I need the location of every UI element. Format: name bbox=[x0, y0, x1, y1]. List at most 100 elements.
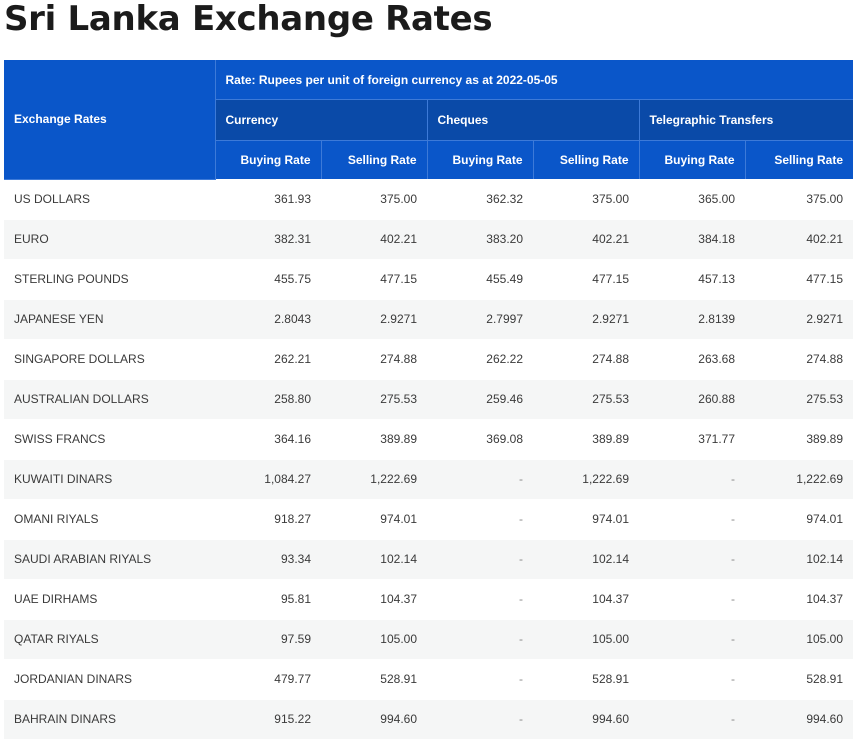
tt-buying-rate: 260.88 bbox=[639, 379, 745, 420]
currency-selling-rate-header: Selling Rate bbox=[320, 140, 427, 179]
tt-buying-rate-header: Buying Rate bbox=[638, 140, 745, 179]
cheques-buying-rate: - bbox=[427, 499, 533, 540]
group-header-telegraphic-transfers: Telegraphic Transfers bbox=[638, 99, 854, 141]
tt-buying-rate: 371.77 bbox=[639, 419, 745, 460]
cheques-buying-rate: 383.20 bbox=[427, 219, 533, 260]
table-row: EURO 382.31 402.21 383.20 402.21 384.18 402.21 bbox=[4, 219, 854, 260]
currency-selling-rate: 275.53 bbox=[321, 379, 427, 420]
currency-name: KUWAITI DINARS bbox=[4, 459, 215, 500]
currency-buying-rate: 95.81 bbox=[215, 579, 321, 620]
cheques-selling-rate: 274.88 bbox=[533, 339, 639, 380]
tt-buying-rate: 263.68 bbox=[639, 339, 745, 380]
tt-buying-rate: 365.00 bbox=[639, 179, 745, 220]
currency-buying-rate-header: Buying Rate bbox=[214, 140, 321, 179]
tt-selling-rate: 2.9271 bbox=[745, 299, 854, 340]
cheques-buying-rate: 2.7997 bbox=[427, 299, 533, 340]
tt-buying-rate: - bbox=[639, 499, 745, 540]
cheques-selling-rate: 528.91 bbox=[533, 659, 639, 700]
table-row: OMANI RIYALS 918.27 974.01-974.01-974.01 bbox=[4, 499, 854, 540]
cheques-selling-rate: 402.21 bbox=[533, 219, 639, 260]
tt-buying-rate: 384.18 bbox=[639, 219, 745, 260]
currency-name: SINGAPORE DOLLARS bbox=[4, 339, 215, 380]
cheques-buying-rate: - bbox=[427, 699, 533, 740]
currency-buying-rate: 455.75 bbox=[215, 259, 321, 300]
currency-buying-rate: 93.34 bbox=[215, 539, 321, 580]
currency-buying-rate: 479.77 bbox=[215, 659, 321, 700]
group-header-currency: Currency bbox=[214, 99, 427, 141]
cheques-selling-rate-header: Selling Rate bbox=[532, 140, 639, 179]
table-row: BAHRAIN DINARS 915.22 994.60-994.60-994.60 bbox=[4, 699, 854, 740]
currency-buying-rate: 918.27 bbox=[215, 499, 321, 540]
cheques-selling-rate: 994.60 bbox=[533, 699, 639, 740]
cheques-buying-rate: - bbox=[427, 659, 533, 700]
table-row: AUSTRALIAN DOLLARS 258.80 275.53 259.46 275.… bbox=[4, 379, 854, 420]
tt-selling-rate: 994.60 bbox=[745, 699, 854, 740]
tt-selling-rate: 528.91 bbox=[745, 659, 854, 700]
rates-body: US DOLLARS 361.93 375.00 362.32 375.00 365.00… bbox=[4, 179, 854, 740]
table-row: JAPANESE YEN 2.8043 2.9271 2.7997 2.9271 2.81… bbox=[4, 299, 854, 340]
currency-buying-rate: 258.80 bbox=[215, 379, 321, 420]
currency-selling-rate: 994.60 bbox=[321, 699, 427, 740]
currency-buying-rate: 1,084.27 bbox=[215, 459, 321, 500]
currency-selling-rate: 528.91 bbox=[321, 659, 427, 700]
tt-selling-rate: 102.14 bbox=[745, 539, 854, 580]
cheques-selling-rate: 275.53 bbox=[533, 379, 639, 420]
tt-selling-rate: 105.00 bbox=[745, 619, 854, 660]
cheques-buying-rate: 369.08 bbox=[427, 419, 533, 460]
currency-buying-rate: 364.16 bbox=[215, 419, 321, 460]
cheques-selling-rate: 105.00 bbox=[533, 619, 639, 660]
currency-name: US DOLLARS bbox=[4, 179, 215, 220]
tt-selling-rate: 974.01 bbox=[745, 499, 854, 540]
currency-selling-rate: 389.89 bbox=[321, 419, 427, 460]
currency-buying-rate: 915.22 bbox=[215, 699, 321, 740]
cheques-buying-rate: 259.46 bbox=[427, 379, 533, 420]
tt-selling-rate: 1,222.69 bbox=[745, 459, 854, 500]
tt-selling-rate-header: Selling Rate bbox=[744, 140, 854, 179]
cheques-buying-rate: - bbox=[427, 619, 533, 660]
cheques-buying-rate: 362.32 bbox=[427, 179, 533, 220]
currency-selling-rate: 477.15 bbox=[321, 259, 427, 300]
currency-buying-rate: 2.8043 bbox=[215, 299, 321, 340]
cheques-buying-rate: - bbox=[427, 539, 533, 580]
table-row: KUWAITI DINARS 1,084.27 1,222.69-1,222.69-… bbox=[4, 459, 854, 500]
currency-name: SWISS FRANCS bbox=[4, 419, 215, 460]
table-row: US DOLLARS 361.93 375.00 362.32 375.00 365.00… bbox=[4, 179, 854, 220]
tt-buying-rate: - bbox=[639, 699, 745, 740]
tt-selling-rate: 402.21 bbox=[745, 219, 854, 260]
currency-selling-rate: 102.14 bbox=[321, 539, 427, 580]
tt-selling-rate: 104.37 bbox=[745, 579, 854, 620]
table-row: QATAR RIYALS 97.59 105.00-105.00-105.00 bbox=[4, 619, 854, 660]
currency-selling-rate: 2.9271 bbox=[321, 299, 427, 340]
currency-selling-rate: 402.21 bbox=[321, 219, 427, 260]
table-row: SWISS FRANCS 364.16 389.89 369.08 389.89 371.… bbox=[4, 419, 854, 460]
exchange-rates-header: Exchange Rates bbox=[4, 60, 215, 180]
currency-selling-rate: 375.00 bbox=[321, 179, 427, 220]
tt-buying-rate: - bbox=[639, 579, 745, 620]
tt-buying-rate: - bbox=[639, 619, 745, 660]
tt-buying-rate: 457.13 bbox=[639, 259, 745, 300]
currency-buying-rate: 262.21 bbox=[215, 339, 321, 380]
currency-buying-rate: 97.59 bbox=[215, 619, 321, 660]
cheques-buying-rate: - bbox=[427, 459, 533, 500]
tt-selling-rate: 389.89 bbox=[745, 419, 854, 460]
currency-name: SAUDI ARABIAN RIYALS bbox=[4, 539, 215, 580]
currency-name: UAE DIRHAMS bbox=[4, 579, 215, 620]
tt-selling-rate: 275.53 bbox=[745, 379, 854, 420]
currency-name: BAHRAIN DINARS bbox=[4, 699, 215, 740]
currency-name: AUSTRALIAN DOLLARS bbox=[4, 379, 215, 420]
cheques-selling-rate: 477.15 bbox=[533, 259, 639, 300]
cheques-selling-rate: 104.37 bbox=[533, 579, 639, 620]
tt-buying-rate: - bbox=[639, 659, 745, 700]
currency-selling-rate: 274.88 bbox=[321, 339, 427, 380]
currency-name: QATAR RIYALS bbox=[4, 619, 215, 660]
cheques-buying-rate-header: Buying Rate bbox=[426, 140, 533, 179]
cheques-selling-rate: 1,222.69 bbox=[533, 459, 639, 500]
page-title: Sri Lanka Exchange Rates bbox=[4, 0, 493, 39]
currency-selling-rate: 974.01 bbox=[321, 499, 427, 540]
table-row: UAE DIRHAMS 95.81 104.37-104.37-104.37 bbox=[4, 579, 854, 620]
tt-selling-rate: 477.15 bbox=[745, 259, 854, 300]
currency-selling-rate: 1,222.69 bbox=[321, 459, 427, 500]
table-row: STERLING POUNDS 455.75 477.15 455.49 477.15 4… bbox=[4, 259, 854, 300]
tt-selling-rate: 375.00 bbox=[745, 179, 854, 220]
table-row: JORDANIAN DINARS 479.77 528.91-528.91-528.… bbox=[4, 659, 854, 700]
